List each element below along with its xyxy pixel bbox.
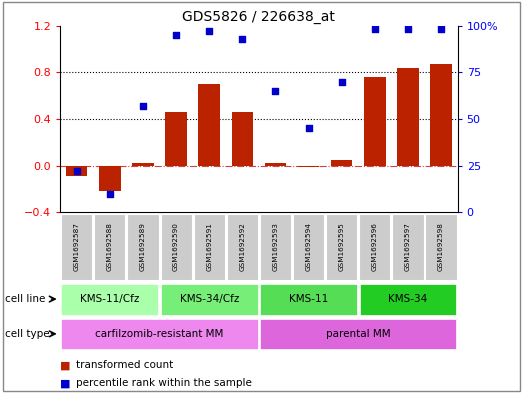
Text: GSM1692594: GSM1692594 [305, 222, 312, 271]
Bar [194, 214, 225, 280]
Point [139, 103, 147, 109]
Bar [260, 283, 357, 315]
Point [404, 26, 412, 32]
Bar [260, 214, 291, 280]
Bar [232, 112, 253, 165]
Bar [161, 283, 257, 315]
Bar [326, 214, 357, 280]
Point [172, 32, 180, 38]
Bar [161, 214, 191, 280]
Text: GSM1692588: GSM1692588 [107, 222, 113, 271]
Text: GSM1692589: GSM1692589 [140, 222, 146, 271]
Bar [165, 112, 187, 165]
Bar [392, 214, 424, 280]
Text: GDS5826 / 226638_at: GDS5826 / 226638_at [183, 10, 335, 24]
Text: KMS-11: KMS-11 [289, 294, 328, 304]
Point [238, 35, 246, 42]
Bar [99, 165, 121, 191]
Text: KMS-34/Cfz: KMS-34/Cfz [179, 294, 239, 304]
Bar [265, 163, 286, 165]
Text: GSM1692591: GSM1692591 [206, 222, 212, 271]
Point [205, 28, 213, 34]
Point [437, 26, 445, 32]
Point [337, 78, 346, 84]
Bar [66, 165, 87, 176]
Text: carfilzomib-resistant MM: carfilzomib-resistant MM [95, 329, 224, 339]
Bar [430, 64, 452, 165]
Bar [293, 214, 324, 280]
Text: KMS-11/Cfz: KMS-11/Cfz [80, 294, 140, 304]
Text: GSM1692596: GSM1692596 [372, 222, 378, 271]
Text: KMS-34: KMS-34 [388, 294, 428, 304]
Text: ■: ■ [60, 378, 71, 388]
Point [371, 26, 379, 32]
Text: GSM1692598: GSM1692598 [438, 222, 444, 271]
Bar [260, 319, 456, 349]
Point [304, 125, 313, 131]
Point [271, 88, 280, 94]
Text: transformed count: transformed count [76, 360, 173, 371]
Text: cell type: cell type [5, 329, 50, 339]
Bar [298, 165, 320, 167]
Bar [62, 283, 158, 315]
Bar [227, 214, 258, 280]
Point [106, 190, 114, 196]
Bar [364, 77, 385, 165]
Text: GSM1692593: GSM1692593 [272, 222, 278, 271]
Text: GSM1692595: GSM1692595 [339, 222, 345, 271]
Bar [61, 214, 92, 280]
Point [73, 168, 81, 174]
Text: cell line: cell line [5, 294, 46, 304]
Bar [128, 214, 158, 280]
Bar [198, 84, 220, 165]
Bar [360, 283, 456, 315]
Text: GSM1692597: GSM1692597 [405, 222, 411, 271]
Bar [359, 214, 390, 280]
Text: parental MM: parental MM [326, 329, 391, 339]
Text: GSM1692590: GSM1692590 [173, 222, 179, 271]
Bar [62, 319, 257, 349]
Text: GSM1692587: GSM1692587 [74, 222, 79, 271]
Bar [331, 160, 353, 165]
Text: ■: ■ [60, 360, 71, 371]
Bar [397, 68, 419, 165]
Text: GSM1692592: GSM1692592 [240, 222, 245, 271]
Bar [132, 163, 154, 165]
Text: percentile rank within the sample: percentile rank within the sample [76, 378, 252, 388]
Bar [426, 214, 457, 280]
Bar [94, 214, 126, 280]
